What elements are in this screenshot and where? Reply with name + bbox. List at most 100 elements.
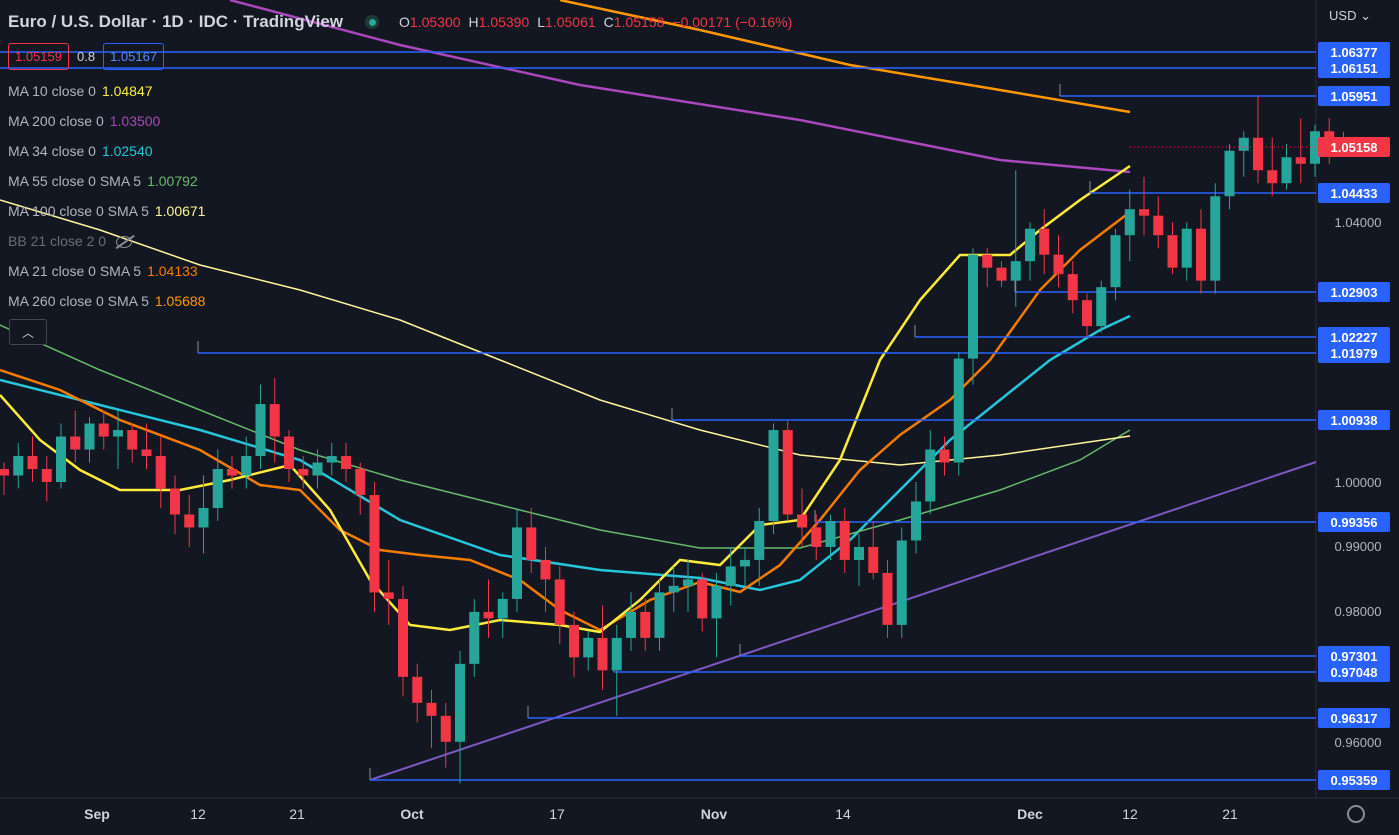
candle-body: [1096, 287, 1107, 327]
symbol-title[interactable]: Euro / U.S. Dollar · 1D · IDC · TradingV…: [8, 12, 344, 31]
candle-body: [654, 592, 665, 638]
candle-body: [483, 611, 494, 619]
candle-body: [412, 676, 423, 703]
candle-body: [312, 462, 323, 476]
level-price-label: 1.02227: [1331, 330, 1378, 345]
indicator-row[interactable]: MA 21 close 0 SMA 5 1.04133: [8, 261, 198, 281]
high-label: H: [468, 14, 479, 30]
candle-body: [497, 598, 508, 619]
candle-body: [1224, 150, 1235, 197]
indicator-name: MA 200 close 0: [8, 113, 104, 129]
candle-body: [882, 572, 893, 625]
candle-body: [939, 449, 950, 463]
candle-body: [754, 520, 765, 560]
gear-icon[interactable]: [1347, 805, 1365, 823]
candle-body: [512, 527, 522, 599]
hidden-eye-icon[interactable]: [116, 236, 133, 249]
ma260-line: [559, 0, 1131, 114]
low-label: L: [537, 14, 546, 30]
candle-body: [611, 637, 622, 671]
last-price-label: 1.05158: [1331, 140, 1378, 155]
indicator-row[interactable]: MA 10 close 0 1.04847: [8, 81, 153, 101]
level-price-tag: [1318, 327, 1390, 347]
level-price-tag: [1318, 282, 1390, 302]
indicator-name: MA 10 close 0: [8, 83, 96, 99]
candle-body: [298, 469, 309, 476]
candle-body: [184, 514, 195, 528]
x-tick-label: 21: [289, 806, 305, 822]
level-price-tag: [1318, 58, 1390, 78]
candle-body: [1067, 274, 1078, 301]
candle-body: [911, 501, 921, 541]
candle-body: [70, 436, 81, 450]
candle-body: [1210, 196, 1221, 281]
indicator-name: MA 260 close 0 SMA 5: [8, 293, 149, 309]
candle-body: [98, 423, 109, 437]
indicator-name: MA 100 close 0 SMA 5: [8, 203, 149, 219]
indicator-value: 1.03500: [109, 113, 161, 129]
candle-body: [141, 449, 152, 457]
indicator-name: MA 34 close 0: [8, 143, 96, 159]
indicator-row[interactable]: MA 260 close 0 SMA 5 1.05688: [8, 291, 205, 311]
x-tick-label: Nov: [701, 806, 728, 822]
candle-body: [170, 488, 180, 515]
candle-body: [953, 358, 964, 463]
candle-body: [341, 456, 351, 470]
candle-body: [526, 527, 537, 560]
candle-body: [1267, 170, 1278, 184]
candle-body: [1010, 261, 1021, 281]
indicator-value: 1.02540: [101, 143, 153, 159]
candle-body: [241, 456, 252, 476]
indicator-row[interactable]: BB 21 close 2 0: [8, 231, 133, 251]
candle-body: [369, 494, 380, 593]
level-price-label: 1.05951: [1331, 89, 1378, 104]
candle-body: [1253, 137, 1263, 171]
low-value: 1.05061: [545, 14, 596, 30]
candle-body: [668, 585, 679, 593]
indicator-row[interactable]: MA 100 close 0 SMA 5 1.00671: [8, 201, 205, 221]
candle-body: [597, 637, 608, 671]
level-price-tag: [1318, 183, 1390, 203]
indicator-value: 1.04133: [147, 263, 198, 279]
ma21-line: [0, 211, 1131, 632]
level-price-tag: [1318, 512, 1390, 532]
indicator-row[interactable]: MA 34 close 0 1.02540: [8, 141, 153, 161]
close-label: C: [603, 14, 614, 30]
quote-box: 1.05159 0.8 1.05167: [8, 43, 165, 70]
indicator-row[interactable]: MA 200 close 0 1.03500: [8, 111, 160, 131]
close-value: 1.05158: [613, 14, 665, 30]
high-value: 1.05390: [478, 14, 530, 30]
level-price-label: 1.06377: [1331, 45, 1378, 60]
chart-header: Euro / U.S. Dollar · 1D · IDC · TradingV…: [8, 10, 792, 34]
x-tick-label: 17: [549, 806, 565, 822]
candle-body: [1281, 157, 1292, 184]
level-price-tag: [1318, 343, 1390, 363]
currency-selector[interactable]: USD ⌄: [1329, 8, 1371, 24]
collapse-legend-button[interactable]: ︿: [9, 319, 47, 345]
candle-body: [127, 430, 138, 450]
level-price-label: 1.06151: [1331, 61, 1378, 76]
level-price-tag: [1318, 646, 1390, 666]
buy-button[interactable]: 1.05167: [103, 43, 165, 70]
candle-body: [326, 456, 337, 463]
candle-body: [640, 611, 651, 638]
candle-body: [355, 469, 366, 495]
candle-body: [697, 579, 708, 619]
y-tick-label: 0.98000: [1335, 604, 1382, 619]
candle-body: [740, 559, 750, 567]
candle-body: [0, 469, 9, 476]
candle-body: [84, 423, 95, 450]
candle-body: [269, 404, 280, 437]
level-price-tag: [1318, 410, 1390, 430]
candle-body: [284, 436, 294, 470]
indicator-row[interactable]: MA 55 close 0 SMA 5 1.00792: [8, 171, 198, 191]
candle-body: [811, 527, 822, 547]
spread-value: 0.8: [77, 49, 96, 64]
candle-body: [711, 585, 722, 619]
candle-body: [198, 507, 209, 528]
x-tick-label: 12: [1122, 806, 1138, 822]
candle-body: [583, 637, 594, 658]
market-status-icon: [365, 15, 380, 29]
sell-button[interactable]: 1.05159: [8, 43, 69, 70]
